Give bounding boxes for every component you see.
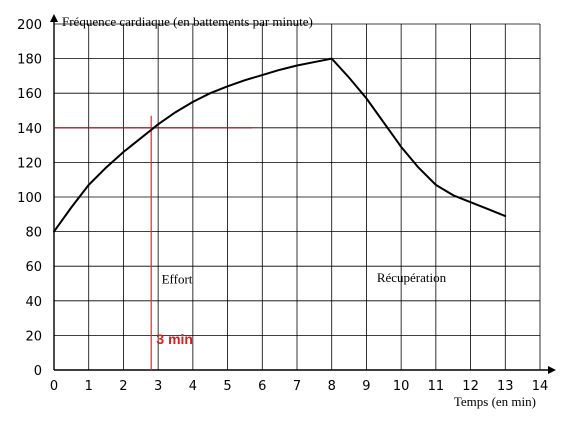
x-tick-label: 2 — [119, 379, 127, 394]
y-tick-label: 120 — [17, 156, 42, 171]
y-tick-label: 20 — [25, 329, 42, 344]
y-axis-label: Fréquence cardiaque (en battements par m… — [62, 14, 313, 29]
x-tick-label: 5 — [223, 379, 231, 394]
series-line — [53, 57, 507, 233]
x-tick-label: 8 — [328, 379, 336, 394]
series-layer — [53, 57, 507, 233]
y-tick-label: 180 — [17, 53, 42, 68]
x-tick-label: 7 — [293, 379, 301, 394]
y-tick-label: 140 — [17, 122, 42, 137]
y-tick-label: 40 — [25, 295, 42, 310]
x-tick-label: 12 — [462, 379, 479, 394]
y-axis-arrow — [50, 14, 58, 22]
annotations: Effort Récupération 3 min — [156, 270, 446, 347]
x-tick-label: 14 — [532, 379, 549, 394]
x-axis-arrow — [548, 366, 556, 374]
y-tick-label: 0 — [34, 364, 42, 379]
x-tick-label: 10 — [393, 379, 410, 394]
x-tick-label: 1 — [85, 379, 93, 394]
y-tick-label: 80 — [25, 226, 42, 241]
annotation-label: Effort — [162, 272, 193, 287]
y-tick-label: 60 — [25, 260, 42, 275]
x-axis-label: Temps (en min) — [454, 394, 536, 409]
reference-lines — [54, 115, 252, 370]
tick-labels: 0 1 2 3 4 5 6 7 8 9 10 11 12 13 1402040608010012014016… — [17, 18, 548, 394]
x-tick-label: 0 — [50, 379, 58, 394]
x-tick-label: 3 — [154, 379, 162, 394]
x-tick-label: 6 — [258, 379, 266, 394]
y-tick-label: 200 — [17, 18, 42, 33]
x-tick-label: 4 — [189, 379, 197, 394]
grid — [54, 23, 541, 370]
y-tick-label: 100 — [17, 191, 42, 206]
axes — [50, 14, 556, 374]
y-tick-label: 160 — [17, 87, 42, 102]
annotation-label: Récupération — [377, 270, 447, 285]
x-tick-label: 9 — [362, 379, 370, 394]
x-tick-label: 13 — [497, 379, 514, 394]
x-tick-label: 11 — [428, 379, 445, 394]
annotation-label: 3 min — [156, 331, 193, 347]
